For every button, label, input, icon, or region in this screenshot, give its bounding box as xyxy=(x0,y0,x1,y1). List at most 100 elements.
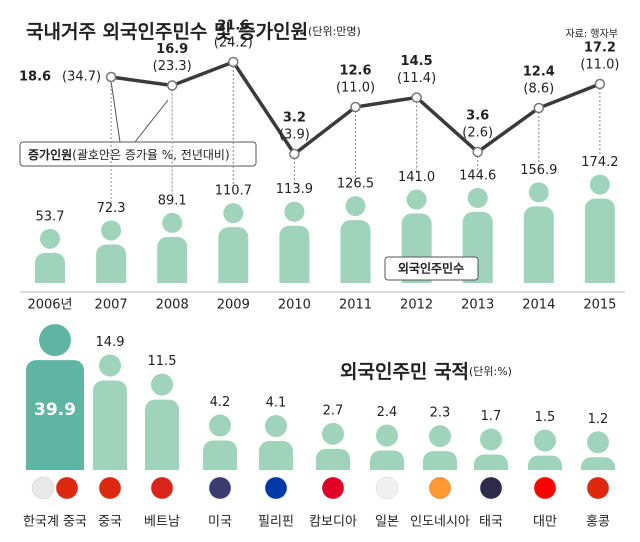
value-label: 141.0 xyxy=(398,170,435,185)
point xyxy=(472,146,483,158)
flag xyxy=(31,476,55,500)
flag xyxy=(586,476,610,500)
labels: 53.7 2006년 72.3 2007 89.1 2008 110.7 2009 113.9 2… xyxy=(19,19,619,530)
x-tick-label: 2007 xyxy=(95,298,128,313)
value-label: 12.4 xyxy=(523,65,555,80)
flag xyxy=(150,476,174,500)
x-tick-label: 2013 xyxy=(461,298,494,313)
icon-body xyxy=(423,451,457,470)
value-label: 144.6 xyxy=(459,168,496,183)
x-tick-label: 인도네시아 xyxy=(410,515,470,530)
icon-head xyxy=(151,373,173,396)
value-label: 16.9 xyxy=(156,42,188,57)
icon-head xyxy=(406,189,427,210)
point xyxy=(105,71,117,83)
rate-label: (23.3) xyxy=(153,59,192,74)
icon-body xyxy=(145,399,179,470)
value-label: 17.2 xyxy=(584,41,616,56)
value-label: 2.3 xyxy=(430,406,451,421)
x-tick-label: 미국 xyxy=(208,515,232,530)
icon-body xyxy=(279,225,310,283)
icon-head xyxy=(40,228,60,249)
icon-head xyxy=(265,415,287,438)
icon-head xyxy=(587,431,609,454)
flag xyxy=(479,476,503,500)
icon-body xyxy=(218,227,249,283)
icon-head xyxy=(322,422,344,445)
value-label: 21.6 xyxy=(217,19,249,34)
legend-label: 증가인원(괄호안은 증가율 %, 전년대비) xyxy=(28,147,230,162)
icon-body xyxy=(474,454,508,470)
icon-body xyxy=(96,244,127,283)
value-label: 12.6 xyxy=(339,64,371,79)
value-label: 1.7 xyxy=(481,409,502,424)
chart-title: 외국인주민 국적(단위:%) xyxy=(340,361,512,383)
marks xyxy=(26,59,615,470)
icon-head xyxy=(534,429,556,452)
value-label: 11.5 xyxy=(148,354,177,369)
x-tick-label: 필리핀 xyxy=(258,515,294,530)
legend-name: 증가인원 xyxy=(28,147,72,162)
icon-body xyxy=(584,198,615,283)
x-tick-label: 한국계 중국 xyxy=(23,515,87,530)
icon-head xyxy=(39,324,71,357)
rate-label: (8.6) xyxy=(523,82,554,97)
x-tick-label: 홍콩 xyxy=(586,515,610,530)
x-tick-label: 태국 xyxy=(479,515,503,530)
value-label: 89.1 xyxy=(158,193,187,208)
flag xyxy=(208,476,232,500)
flag xyxy=(264,476,288,500)
value-label: 14.9 xyxy=(96,335,125,350)
value-label: 126.5 xyxy=(337,177,374,192)
icon-head xyxy=(162,212,183,233)
flag xyxy=(321,476,345,500)
x-tick-label: 2008 xyxy=(156,298,189,313)
icon-body xyxy=(93,380,127,470)
rate-label: (24.2) xyxy=(214,36,253,51)
point xyxy=(533,102,545,114)
icon-body xyxy=(316,448,350,470)
x-tick-label: 캄보디아 xyxy=(309,515,357,530)
icon-body xyxy=(340,220,371,283)
point xyxy=(411,92,422,103)
icon-head xyxy=(223,203,244,224)
rate-label: (11.0) xyxy=(336,81,375,96)
icon-body xyxy=(26,360,84,470)
x-tick-label: 2006년 xyxy=(27,298,72,313)
subtitle: (단위:만명) xyxy=(308,25,361,38)
flag xyxy=(533,476,557,500)
x-tick-label: 2010 xyxy=(278,298,311,313)
value-label: 1.2 xyxy=(588,412,609,427)
title-text: 국내거주 외국인주민수 및 증가인원 xyxy=(26,21,308,43)
legend-leader xyxy=(134,99,169,143)
value-label: 3.6 xyxy=(466,109,489,124)
icon-head xyxy=(528,182,549,203)
x-tick-label: 2015 xyxy=(583,298,616,313)
rate-label: (2.6) xyxy=(462,126,493,141)
value-label: 1.5 xyxy=(535,410,556,425)
rate-label: (11.4) xyxy=(397,71,436,86)
flag xyxy=(375,476,399,500)
icon-body xyxy=(581,457,615,470)
icon-body xyxy=(523,206,554,283)
value-label: 14.5 xyxy=(401,54,433,69)
value-label: 39.9 xyxy=(34,400,76,420)
icon-head xyxy=(467,187,488,208)
legend-label: 외국인주민수 xyxy=(398,261,464,276)
chart-title: 국내거주 외국인주민수 및 증가인원(단위:만명) xyxy=(26,21,361,43)
value-label: 113.9 xyxy=(276,182,313,197)
icon-head xyxy=(429,425,451,448)
icon-head xyxy=(284,201,305,222)
legend-box xyxy=(19,141,257,167)
x-tick-label: 2012 xyxy=(400,298,433,313)
rate-label: (34.7) xyxy=(62,70,101,85)
icon-body xyxy=(157,236,188,283)
flag xyxy=(428,476,452,500)
flag xyxy=(55,476,79,500)
value-label: 110.7 xyxy=(215,184,252,199)
subtitle: (단위:%) xyxy=(469,365,512,378)
value-label: 156.9 xyxy=(520,163,557,178)
x-tick-label: 2009 xyxy=(217,298,250,313)
value-label: 174.2 xyxy=(581,155,618,170)
value-label: 4.1 xyxy=(266,396,287,411)
